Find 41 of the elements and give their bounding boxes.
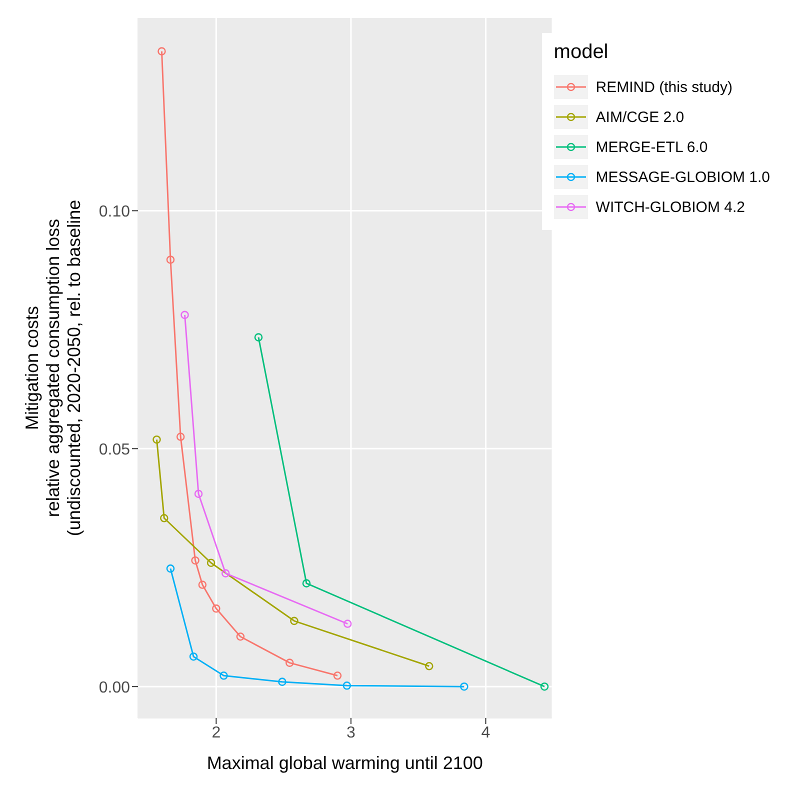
point [342,681,352,690]
y-axis-title: Mitigation costs relative aggregated consumption loss (undiscounted, 2020-2050, rel. to baseline [22,200,84,536]
x-tick-label: 4 [481,724,490,742]
y-tick-label: 0.10 [98,203,130,220]
x-tick-label: 2 [212,724,221,742]
point [152,435,161,444]
point [176,432,185,441]
legend-label: MESSAGE-GLOBIOM 1.0 [596,168,770,186]
point [540,682,549,691]
point [158,47,166,56]
x-tick-label: 3 [346,724,356,742]
point [460,682,468,691]
point [285,658,294,667]
y-tick-label: 0.05 [98,441,130,458]
legend-label: MERGE-ETL 6.0 [596,138,708,156]
point [333,672,342,680]
point [302,579,311,588]
y-tick-label: 0.00 [98,679,130,696]
point [160,514,168,522]
point [180,310,189,320]
point [221,569,230,578]
point [343,620,352,628]
legend-label: WITCH-GLOBIOM 4.2 [596,198,745,216]
point [166,564,175,573]
point [220,672,228,680]
point [254,333,263,342]
point [194,490,203,498]
point [166,256,175,264]
point [212,604,220,613]
legend-label: AIM/CGE 2.0 [596,108,684,126]
point [290,616,298,626]
point [189,652,198,661]
point [198,580,207,589]
point [206,558,216,568]
point [236,632,245,641]
legend-label: REMIND (this study) [596,78,732,96]
point [191,556,200,565]
point [424,662,434,670]
legend-title: model [554,41,610,64]
point [278,678,286,686]
x-axis-title: Maximal global warming until 2100 [206,753,483,773]
